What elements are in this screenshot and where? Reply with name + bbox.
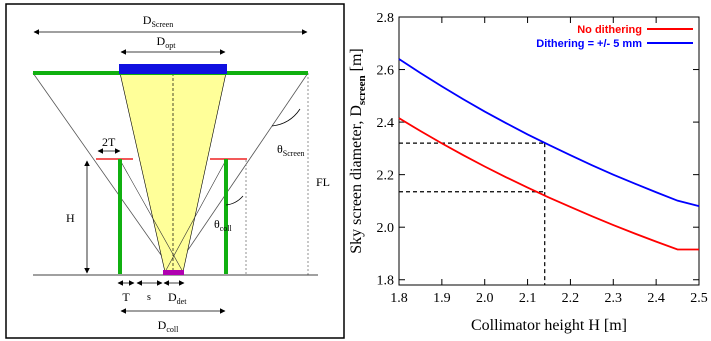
label-d-opt: Dopt	[157, 34, 177, 50]
label-d-screen: DScreen	[143, 13, 173, 29]
y-tick-label: 2.2	[377, 169, 395, 184]
legend-label-dithering: Dithering = +/- 5 mm	[536, 38, 642, 50]
x-axis: 1.8 1.9 2.0 2.1 2.2 2.3 2.4 2.5	[390, 17, 708, 306]
label-h: H	[66, 211, 75, 225]
y-axis-label: Sky screen diameter, Dscreen [m]	[348, 48, 368, 253]
y-tick-label: 2.8	[377, 11, 395, 26]
x-axis-label: Collimator height H [m]	[471, 317, 627, 334]
ray-cross-b	[164, 159, 227, 273]
detector	[163, 270, 184, 275]
x-tick-label: 2.4	[647, 291, 665, 306]
series-lines	[398, 58, 700, 251]
theta-screen-arc	[271, 108, 301, 127]
series-line-1	[398, 58, 700, 208]
x-tick-label: 2.2	[562, 291, 580, 306]
label-two-t: 2T	[102, 135, 116, 149]
series-line-0	[398, 117, 699, 251]
y-tick-label: 2.6	[377, 64, 395, 79]
x-tick-label: 1.8	[390, 291, 408, 306]
label-d-coll: Dcoll	[158, 318, 179, 334]
legend-label-no-dithering: No dithering	[577, 24, 642, 36]
label-t: T	[122, 290, 130, 304]
ray-cross-a	[119, 159, 184, 273]
sky-screen-chart: 1.8 2.0 2.2 2.4 2.6 2.8 1.8 1.9 2.0 2.1 2.2 2.3 2.4…	[348, 11, 708, 334]
x-tick-label: 2.1	[519, 291, 537, 306]
y-axis: 1.8 2.0 2.2 2.4 2.6 2.8	[377, 11, 699, 289]
optics-block	[119, 64, 227, 74]
x-tick-label: 1.9	[433, 291, 451, 306]
y-tick-label: 2.0	[377, 221, 395, 236]
label-theta-screen: θScreen	[277, 142, 305, 158]
x-tick-label: 2.0	[476, 291, 494, 306]
screen-cone-right	[172, 72, 309, 273]
y-tick-label: 2.4	[377, 116, 395, 131]
plot-area	[398, 16, 700, 286]
y-tick-label: 1.8	[377, 274, 395, 289]
label-fl: FL	[316, 175, 330, 189]
theta-coll-arc	[225, 195, 244, 206]
reference-lines	[399, 142, 546, 285]
x-tick-label: 2.5	[690, 291, 708, 306]
label-d-det: Ddet	[168, 290, 187, 306]
label-theta-coll: θcoll	[214, 217, 233, 233]
telescope-schematic: DScreen Dopt 2T θScreen FL H θcoll T s D…	[5, 3, 345, 339]
label-s: s	[147, 292, 151, 303]
legend: No dithering Dithering = +/- 5 mm	[536, 24, 693, 50]
x-tick-label: 2.3	[605, 291, 623, 306]
screen-cone-left	[32, 72, 174, 273]
